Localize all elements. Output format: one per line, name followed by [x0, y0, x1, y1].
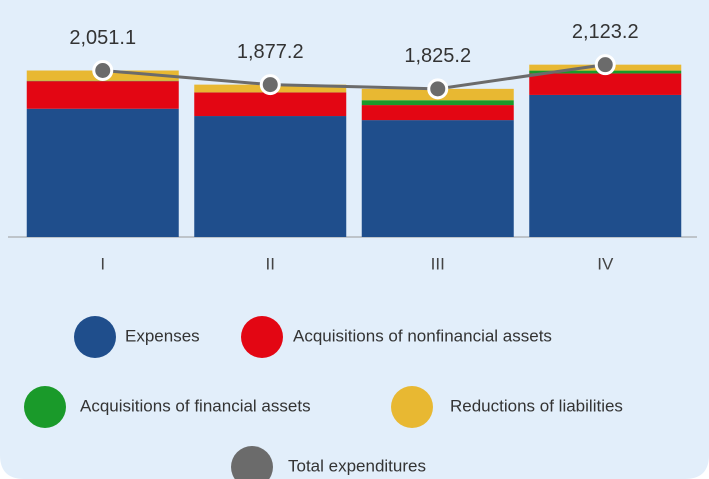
bar-segment [361, 105, 514, 121]
data-label: 1,825.2 [404, 45, 471, 67]
legend-label: Total expenditures [288, 456, 426, 475]
data-label: 2,123.2 [572, 21, 639, 43]
legend-label: Expenses [125, 326, 200, 345]
legend-label: Reductions of liabilities [450, 396, 623, 415]
legend-swatch [231, 446, 273, 479]
bar-segment [529, 73, 682, 95]
line-point [92, 59, 114, 81]
x-tick-label: I [100, 254, 105, 273]
data-label: 2,051.1 [69, 27, 136, 49]
bar-segment [194, 92, 347, 117]
bar-segment [361, 120, 514, 237]
bar-segment [194, 116, 347, 237]
legend-swatch [74, 316, 116, 358]
x-tick-label: III [431, 254, 445, 273]
line-point [427, 78, 449, 100]
legend-label: Acquisitions of nonfinancial assets [293, 326, 552, 345]
legend-swatch [24, 386, 66, 428]
line-point [594, 54, 616, 76]
bar-segment [26, 108, 179, 237]
bar-segment [26, 81, 179, 109]
legend-label: Acquisitions of financial assets [80, 396, 311, 415]
line-point [259, 74, 281, 96]
legend-swatch [391, 386, 433, 428]
x-tick-label: IV [597, 254, 614, 273]
bar-segment [361, 100, 514, 106]
data-label: 1,877.2 [237, 41, 304, 63]
x-tick-label: II [266, 254, 275, 273]
line [102, 63, 606, 91]
legend-swatch [241, 316, 283, 358]
bar-segment [529, 94, 682, 237]
